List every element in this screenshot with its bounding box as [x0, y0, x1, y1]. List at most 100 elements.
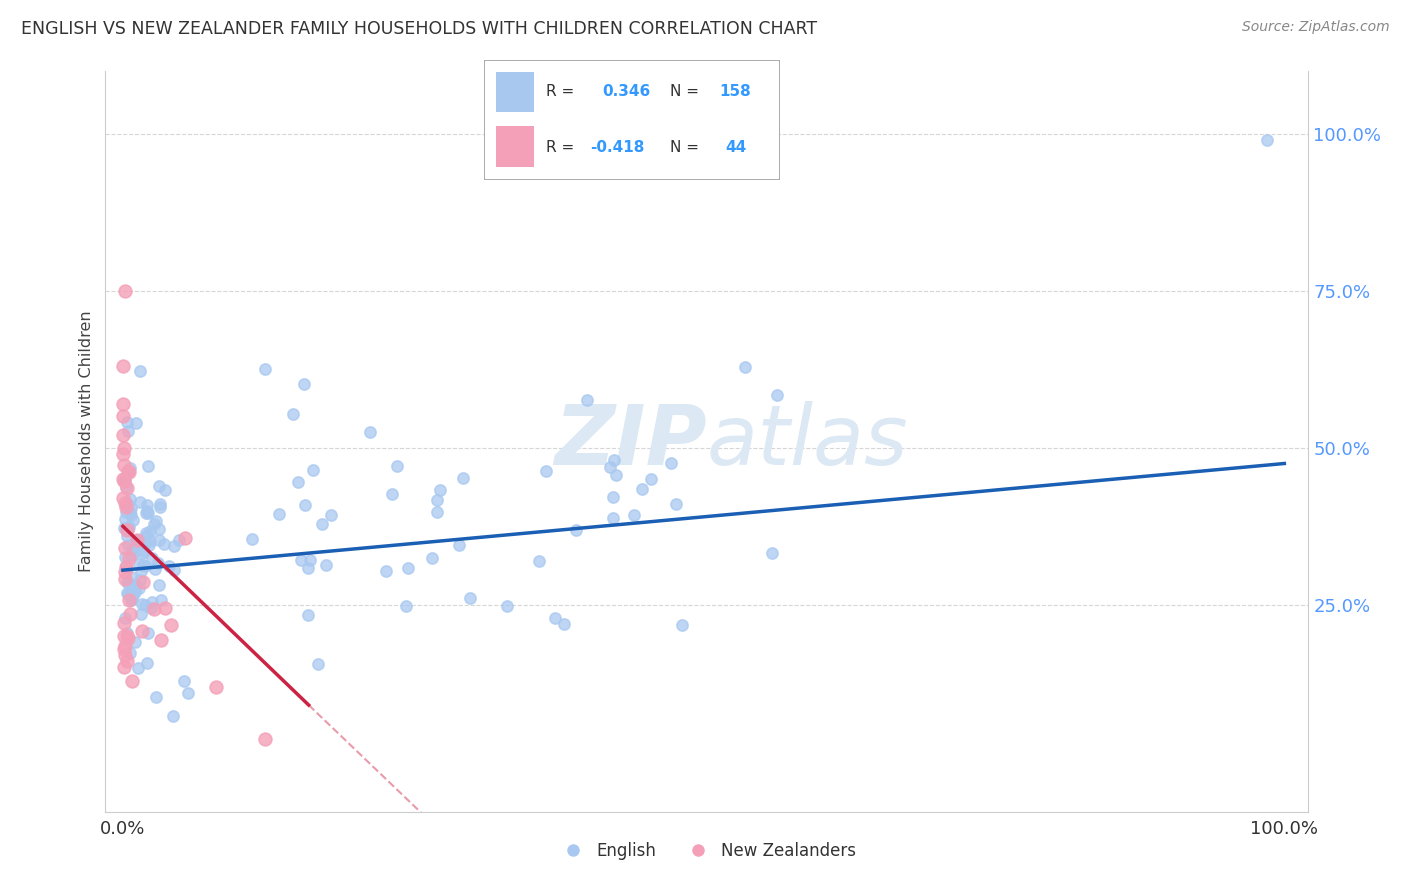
- Point: [118, 550, 141, 565]
- Point: [111, 359, 134, 374]
- Point: [145, 690, 167, 704]
- Point: [135, 525, 157, 540]
- Point: [124, 584, 146, 599]
- Point: [122, 547, 145, 561]
- Point: [117, 464, 139, 478]
- Point: [124, 582, 146, 596]
- Point: [395, 599, 418, 613]
- Point: [307, 657, 329, 671]
- Point: [112, 472, 135, 486]
- Point: [118, 593, 141, 607]
- Point: [120, 569, 142, 583]
- Point: [603, 452, 626, 467]
- Point: [114, 495, 136, 509]
- Point: [623, 508, 645, 522]
- Point: [420, 551, 443, 566]
- Point: [112, 521, 135, 535]
- Point: [112, 397, 135, 411]
- Point: [117, 522, 139, 536]
- Point: [117, 631, 139, 645]
- Point: [287, 475, 309, 489]
- Text: N =: N =: [669, 140, 699, 154]
- Point: [146, 556, 169, 570]
- Point: [149, 497, 172, 511]
- Point: [145, 514, 167, 528]
- Point: [118, 505, 141, 519]
- Point: [112, 629, 135, 643]
- Point: [766, 388, 789, 402]
- Point: [553, 617, 575, 632]
- Point: [150, 593, 173, 607]
- Point: [387, 458, 409, 473]
- Text: atlas: atlas: [707, 401, 908, 482]
- Point: [152, 537, 174, 551]
- Point: [127, 661, 149, 675]
- Point: [426, 492, 449, 507]
- Point: [118, 646, 141, 660]
- Point: [640, 472, 662, 486]
- Point: [297, 561, 319, 575]
- Text: R =: R =: [546, 140, 574, 154]
- Point: [114, 473, 136, 487]
- Point: [117, 465, 139, 479]
- Point: [114, 541, 136, 555]
- Point: [136, 498, 159, 512]
- Point: [173, 673, 195, 688]
- Point: [453, 471, 475, 485]
- Point: [631, 482, 654, 496]
- Point: [575, 393, 598, 408]
- Point: [148, 578, 170, 592]
- Point: [122, 588, 145, 602]
- Text: Source: ZipAtlas.com: Source: ZipAtlas.com: [1241, 20, 1389, 34]
- Point: [115, 415, 138, 429]
- Point: [157, 558, 180, 573]
- Point: [396, 560, 419, 574]
- Point: [671, 618, 693, 632]
- Point: [114, 512, 136, 526]
- Point: [375, 564, 398, 578]
- Point: [118, 492, 141, 507]
- Point: [117, 538, 139, 552]
- Point: [143, 602, 166, 616]
- Point: [174, 531, 197, 545]
- Point: [111, 428, 134, 442]
- Text: 158: 158: [720, 84, 751, 99]
- Point: [114, 640, 136, 654]
- Point: [134, 558, 156, 573]
- Point: [131, 597, 153, 611]
- Point: [136, 458, 159, 473]
- Point: [117, 497, 139, 511]
- Point: [120, 548, 142, 562]
- Point: [131, 546, 153, 560]
- Point: [665, 497, 688, 511]
- Point: [148, 479, 170, 493]
- Point: [118, 465, 141, 479]
- Point: [112, 491, 135, 505]
- Point: [449, 538, 471, 552]
- Point: [115, 482, 138, 496]
- Point: [121, 541, 143, 556]
- Point: [115, 654, 138, 668]
- Point: [121, 542, 143, 557]
- Point: [148, 533, 170, 547]
- Point: [117, 576, 139, 591]
- Point: [299, 553, 322, 567]
- Point: [253, 361, 276, 376]
- Point: [240, 532, 263, 546]
- Text: N =: N =: [669, 84, 699, 99]
- Point: [602, 490, 624, 504]
- Point: [319, 508, 342, 522]
- Point: [426, 505, 449, 519]
- Point: [290, 553, 312, 567]
- Point: [143, 516, 166, 531]
- Point: [155, 483, 177, 498]
- Point: [118, 520, 141, 534]
- Point: [143, 562, 166, 576]
- Point: [150, 632, 173, 647]
- Point: [115, 574, 138, 589]
- Point: [129, 495, 152, 509]
- Point: [125, 533, 148, 548]
- Point: [135, 528, 157, 542]
- Point: [135, 506, 157, 520]
- Point: [120, 607, 142, 621]
